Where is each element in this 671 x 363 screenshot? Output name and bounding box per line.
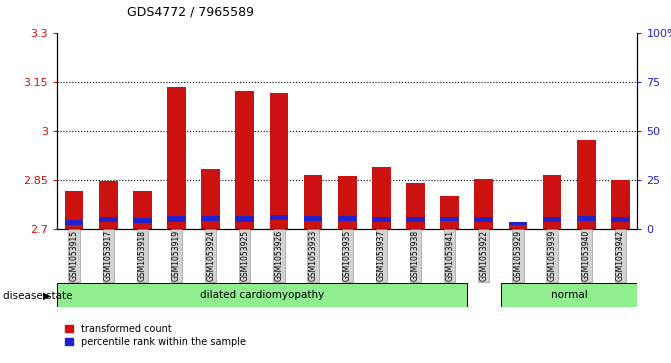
Bar <box>64 191 83 229</box>
Legend: transformed count, percentile rank within the sample: transformed count, percentile rank withi… <box>65 324 246 347</box>
Text: GSM1053917: GSM1053917 <box>104 230 113 281</box>
Bar <box>201 169 220 229</box>
Text: ▶: ▶ <box>43 291 50 301</box>
Text: GSM1053919: GSM1053919 <box>172 230 181 281</box>
Bar <box>99 181 117 229</box>
Bar <box>577 216 596 221</box>
Text: GSM1053933: GSM1053933 <box>309 230 317 281</box>
Text: dilated cardiomyopathy: dilated cardiomyopathy <box>200 290 324 300</box>
Text: GSM1053940: GSM1053940 <box>582 230 590 281</box>
Bar <box>577 140 596 229</box>
Bar <box>99 217 117 222</box>
Text: GSM1053918: GSM1053918 <box>138 230 147 281</box>
Text: GSM1053941: GSM1053941 <box>445 230 454 281</box>
Text: GSM1053929: GSM1053929 <box>513 230 523 281</box>
Bar <box>201 216 220 221</box>
Text: GSM1053938: GSM1053938 <box>411 230 420 281</box>
Bar <box>372 217 391 221</box>
Text: GSM1053937: GSM1053937 <box>377 230 386 281</box>
Text: normal: normal <box>551 290 588 300</box>
Bar <box>509 222 527 225</box>
Bar <box>501 283 654 307</box>
Bar <box>57 283 467 307</box>
Bar <box>509 223 527 229</box>
Bar <box>64 220 83 225</box>
Text: GSM1053935: GSM1053935 <box>343 230 352 281</box>
Bar <box>611 180 630 229</box>
Text: GDS4772 / 7965589: GDS4772 / 7965589 <box>127 5 254 19</box>
Bar <box>236 216 254 221</box>
Bar <box>543 175 562 229</box>
Bar <box>406 183 425 229</box>
Text: GSM1053939: GSM1053939 <box>548 230 557 281</box>
Bar <box>304 175 323 229</box>
Bar <box>372 167 391 229</box>
Text: GSM1053922: GSM1053922 <box>479 230 488 281</box>
Bar <box>543 217 562 221</box>
Bar <box>440 217 459 221</box>
Text: GSM1053925: GSM1053925 <box>240 230 250 281</box>
Bar <box>304 216 323 221</box>
Bar <box>406 217 425 221</box>
Bar <box>474 179 493 229</box>
Bar <box>338 176 356 229</box>
Text: GSM1053926: GSM1053926 <box>274 230 283 281</box>
Bar <box>440 196 459 229</box>
Text: GSM1053915: GSM1053915 <box>70 230 79 281</box>
Text: disease state: disease state <box>3 291 73 301</box>
Bar <box>167 87 186 229</box>
Bar <box>236 91 254 229</box>
Bar <box>474 217 493 221</box>
Text: GSM1053924: GSM1053924 <box>206 230 215 281</box>
Bar <box>270 215 289 220</box>
Bar <box>167 216 186 221</box>
Bar <box>338 216 356 220</box>
Text: GSM1053942: GSM1053942 <box>616 230 625 281</box>
Bar <box>270 93 289 229</box>
Bar <box>611 217 630 221</box>
Bar <box>133 218 152 223</box>
Bar <box>133 191 152 229</box>
